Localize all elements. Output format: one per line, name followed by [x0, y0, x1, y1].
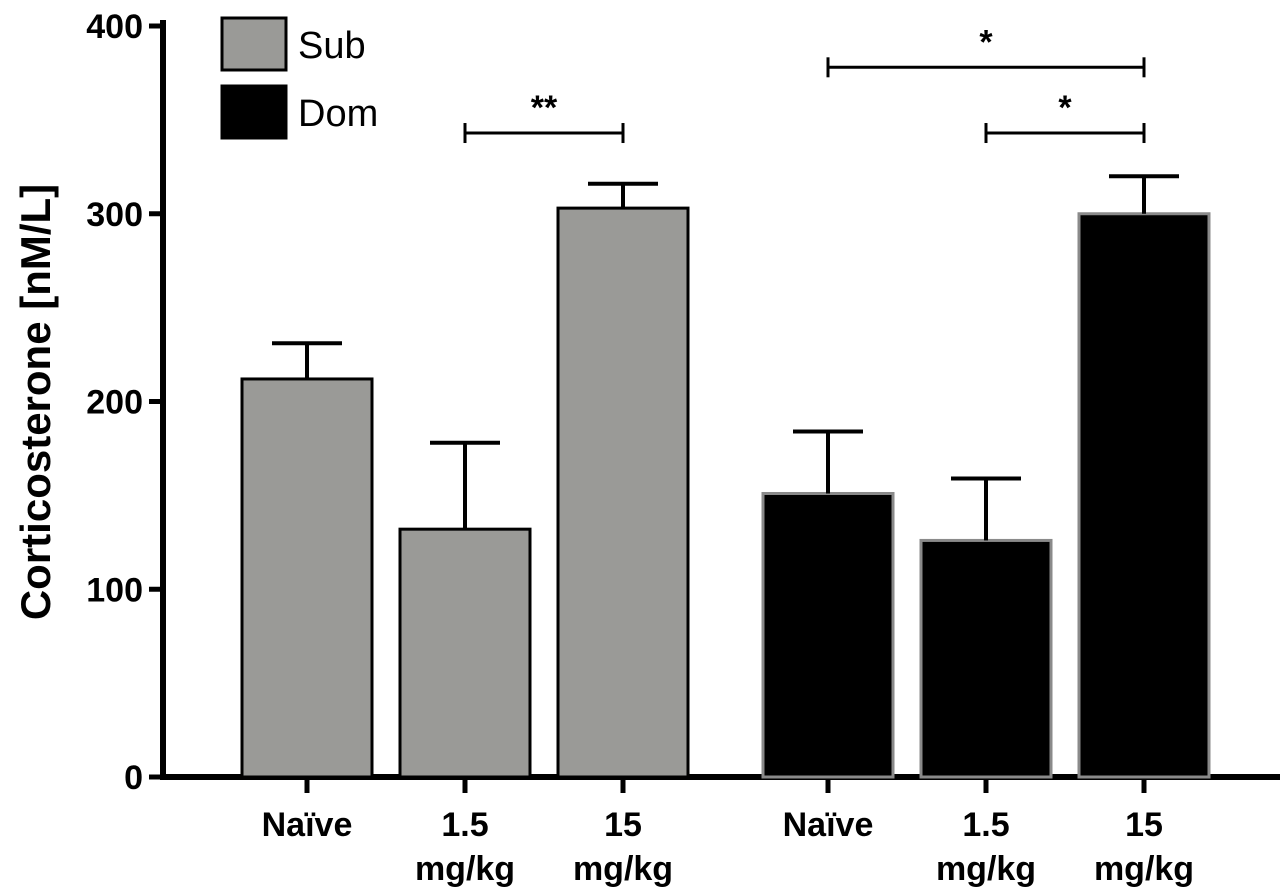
y-tick-label: 300 — [86, 196, 143, 234]
bar-sub — [240, 377, 374, 779]
x-tick-label: mg/kg — [573, 850, 673, 888]
significance-label: ** — [531, 89, 558, 127]
y-tick-label: 0 — [124, 759, 143, 797]
x-tick-label: 1.5 — [962, 806, 1009, 844]
legend: Sub Dom — [220, 16, 378, 140]
significance-label: * — [979, 23, 993, 61]
bars — [240, 206, 1211, 779]
error-bars — [272, 174, 1179, 541]
x-tick-label: mg/kg — [415, 850, 515, 888]
axes: 0 100 200 300 400 Naïve 1.5 mg/kg 15 mg/kg Naïve 1.… — [86, 8, 1280, 888]
x-tick-label: Naïve — [262, 806, 353, 844]
y-axis-title: Corticosterone [nM/L] — [12, 184, 59, 620]
x-tick-label: mg/kg — [1094, 850, 1194, 888]
bar-sub — [398, 527, 532, 779]
legend-swatch-sub — [220, 16, 288, 72]
significance-label: * — [1058, 89, 1072, 127]
bar-dom — [1077, 212, 1211, 779]
bar-dom — [761, 491, 895, 779]
bar-sub — [556, 206, 690, 779]
legend-label: Sub — [298, 25, 366, 67]
x-tick-label: Naïve — [783, 806, 874, 844]
legend-label: Dom — [298, 93, 378, 135]
y-tick-label: 400 — [86, 8, 143, 46]
y-tick-label: 200 — [86, 384, 143, 422]
legend-swatch-dom — [220, 84, 288, 140]
bar-dom — [919, 538, 1053, 779]
significance-brackets: **** — [463, 23, 1146, 144]
x-tick-label: mg/kg — [936, 850, 1036, 888]
x-tick-label: 1.5 — [441, 806, 488, 844]
y-tick-label: 100 — [86, 571, 143, 609]
x-tick-label: 15 — [604, 806, 642, 844]
x-tick-label: 15 — [1125, 806, 1163, 844]
